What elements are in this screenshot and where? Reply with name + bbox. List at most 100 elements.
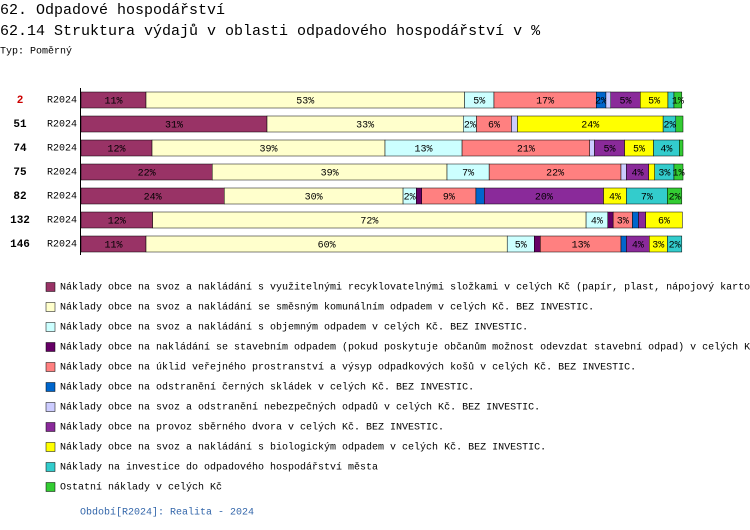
row-id: 51	[13, 119, 27, 131]
value-label: 3%	[617, 217, 629, 228]
bar-segment	[648, 163, 655, 181]
legend-swatch	[45, 282, 56, 292]
bar-segment	[605, 91, 612, 109]
bar-segment	[620, 163, 627, 181]
value-label: 2%	[669, 241, 681, 252]
row-id: 75	[13, 167, 27, 179]
legend-label: Náklady obce na úklid veřejného prostran…	[60, 361, 636, 374]
legend-label: Náklady obce na svoz a nakládání s objem…	[60, 322, 528, 334]
value-label: 72%	[360, 217, 378, 228]
value-label: 2%	[464, 121, 476, 132]
value-label: 11%	[105, 97, 123, 108]
value-label: 13%	[572, 241, 590, 252]
value-label: 21%	[517, 145, 535, 156]
period-label: R2024	[47, 216, 77, 227]
bar-segment	[416, 187, 422, 205]
value-label: 6%	[488, 121, 500, 132]
legend-swatch	[45, 342, 56, 352]
value-label: 3%	[652, 241, 664, 252]
bar-segment	[632, 211, 639, 229]
value-label: 5%	[620, 97, 632, 108]
value-label: 22%	[546, 169, 564, 180]
row-id: 74	[13, 143, 27, 155]
value-label: 5%	[473, 97, 485, 108]
legend-swatch	[45, 402, 56, 412]
value-label: 60%	[318, 241, 336, 252]
legend-label: Náklady obce na provoz sběrného dvora v …	[60, 422, 444, 434]
row-id: 146	[10, 239, 30, 251]
legend-label: Ostatní náklady v celých Kč	[60, 482, 222, 494]
value-label: 2%	[663, 121, 675, 132]
footer: Období[R2024]: Realita - 2024	[80, 507, 254, 519]
row-id: 2	[17, 95, 24, 107]
bar-segment	[638, 211, 646, 229]
legend-swatch	[45, 382, 56, 392]
row-id: 132	[10, 215, 30, 227]
bar-segment	[673, 163, 684, 181]
bar-segment	[475, 187, 485, 205]
bar-segment	[675, 115, 684, 133]
value-label: 5%	[515, 241, 527, 252]
value-label: 30%	[305, 193, 323, 204]
period-label: R2024	[47, 96, 77, 107]
value-label: 20%	[535, 193, 553, 204]
value-label: 39%	[260, 145, 278, 156]
value-label: 11%	[105, 241, 123, 252]
value-label: 5%	[604, 145, 616, 156]
value-label: 12%	[108, 217, 126, 228]
value-label: 17%	[536, 97, 554, 108]
legend-label: Náklady na investice do odpadového hospo…	[60, 462, 378, 474]
value-label: 1%	[672, 169, 684, 180]
legend-swatch	[45, 362, 56, 372]
value-label: 13%	[415, 145, 433, 156]
value-label: 53%	[296, 97, 314, 108]
value-label: 4%	[632, 169, 644, 180]
value-label: 5%	[633, 145, 645, 156]
value-label: 2%	[404, 193, 416, 204]
bar-segment	[589, 139, 595, 157]
period-label: R2024	[47, 168, 77, 179]
value-label: 7%	[641, 193, 653, 204]
legend-swatch	[45, 442, 56, 452]
period-label: R2024	[47, 120, 77, 131]
period-label: R2024	[47, 192, 77, 203]
value-label: 22%	[138, 169, 156, 180]
value-label: 33%	[356, 121, 374, 132]
bar-segment	[645, 211, 683, 229]
value-label: 24%	[581, 121, 599, 132]
value-label: 4%	[632, 241, 644, 252]
bar-segment	[511, 115, 518, 133]
legend-label: Náklady obce na svoz a nakládání s využi…	[60, 282, 750, 294]
bar-segment	[607, 211, 614, 229]
value-label: 5%	[648, 97, 660, 108]
value-label: 31%	[165, 121, 183, 132]
legend-label: Náklady obce na nakládání se stavebním o…	[60, 341, 750, 354]
period-label: R2024	[47, 144, 77, 155]
value-label: 9%	[443, 193, 455, 204]
mode-label: Typ: Poměrný	[0, 46, 72, 58]
period-label: R2024	[47, 240, 77, 251]
row-id: 82	[13, 191, 26, 203]
value-label: 4%	[660, 145, 672, 156]
value-label: 2%	[595, 97, 607, 108]
value-label: 3%	[658, 169, 670, 180]
legend-swatch	[45, 482, 56, 492]
legend-label: Náklady obce na svoz a nakládání se směs…	[60, 302, 594, 314]
value-label: 24%	[144, 193, 162, 204]
bar-segment	[679, 139, 684, 157]
chart-subtitle: 62.14 Struktura výdajů v oblasti odpadov…	[0, 23, 541, 40]
legend-swatch	[45, 322, 56, 332]
legend-label: Náklady obce na svoz a nakládání s biolo…	[60, 442, 546, 454]
chart-title: 62. Odpadové hospodářství	[0, 2, 225, 19]
legend-swatch	[45, 462, 56, 472]
value-label: 4%	[609, 193, 621, 204]
bar-segment	[534, 235, 541, 253]
value-label: 12%	[108, 145, 126, 156]
value-label: 1%	[672, 97, 684, 108]
value-label: 6%	[658, 217, 670, 228]
value-label: 7%	[462, 169, 474, 180]
legend-swatch	[45, 302, 56, 312]
bar-segment	[667, 235, 683, 253]
legend-label: Náklady obce na odstranění černých sklád…	[60, 382, 474, 394]
